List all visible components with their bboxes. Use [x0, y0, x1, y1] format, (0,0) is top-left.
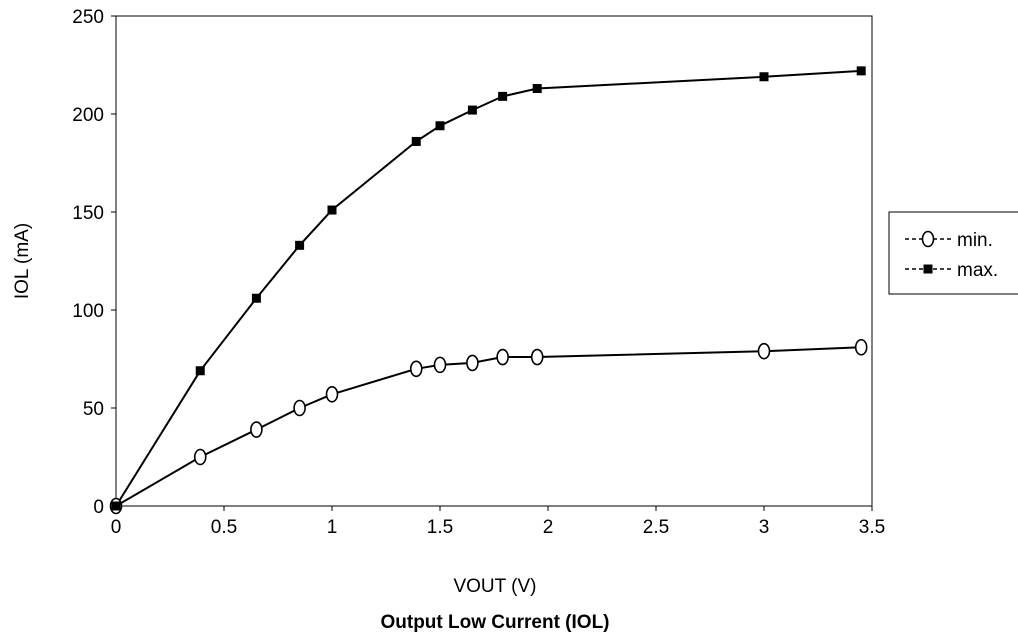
data-point-max: [436, 121, 445, 130]
x-tick-label: 3.5: [859, 517, 885, 538]
data-point-min: [856, 340, 867, 355]
data-point-min: [759, 344, 770, 359]
data-point-max: [533, 84, 542, 93]
series-line-min: [116, 347, 861, 506]
data-point-max: [857, 66, 866, 75]
data-point-min: [251, 422, 262, 437]
data-point-max: [498, 92, 507, 101]
legend: min. max.: [889, 212, 1018, 294]
x-tick-label: 0.5: [211, 517, 237, 538]
x-tick-label: 2: [543, 517, 554, 538]
series-line-max: [116, 71, 861, 506]
data-point-max: [295, 241, 304, 250]
data-point-max: [196, 366, 205, 375]
y-tick-label: 0: [93, 497, 104, 518]
y-tick-label: 50: [83, 399, 104, 420]
y-tick-label: 150: [72, 203, 104, 224]
y-tick-label: 250: [72, 7, 104, 28]
data-point-max: [328, 206, 337, 215]
data-point-min: [195, 450, 206, 465]
data-point-min: [532, 350, 543, 365]
y-tick-label: 100: [72, 301, 104, 322]
y-axis-ticks: 0 50 100 150 200 250: [72, 7, 116, 518]
x-tick-label: 1.5: [427, 517, 453, 538]
data-point-max: [112, 502, 121, 511]
plot-area: [116, 16, 872, 506]
data-point-min: [411, 361, 422, 376]
series-layer: [111, 66, 867, 513]
y-axis-title: IOL (mA): [12, 223, 33, 299]
x-axis-ticks: 0 0.5 1 1.5 2 2.5 3 3.5: [111, 506, 886, 538]
x-tick-label: 1: [327, 517, 338, 538]
data-point-max: [412, 137, 421, 146]
legend-marker: [924, 265, 933, 274]
legend-label: max.: [957, 260, 998, 281]
data-point-min: [497, 350, 508, 365]
plot-frame: [116, 16, 872, 506]
data-point-min: [327, 387, 338, 402]
x-tick-label: 3: [759, 517, 770, 538]
x-tick-label: 2.5: [643, 517, 669, 538]
data-point-max: [252, 294, 261, 303]
chart-title: Output Low Current (IOL): [380, 612, 609, 633]
x-axis-title: VOUT (V): [453, 576, 536, 597]
y-tick-label: 200: [72, 105, 104, 126]
data-point-min: [294, 401, 305, 416]
x-tick-label: 0: [111, 517, 122, 538]
data-point-min: [467, 355, 478, 370]
data-point-min: [435, 357, 446, 372]
legend-marker: [923, 232, 934, 247]
legend-box: [889, 212, 1018, 294]
legend-label: min.: [957, 230, 993, 251]
data-point-max: [760, 72, 769, 81]
data-point-max: [468, 106, 477, 115]
